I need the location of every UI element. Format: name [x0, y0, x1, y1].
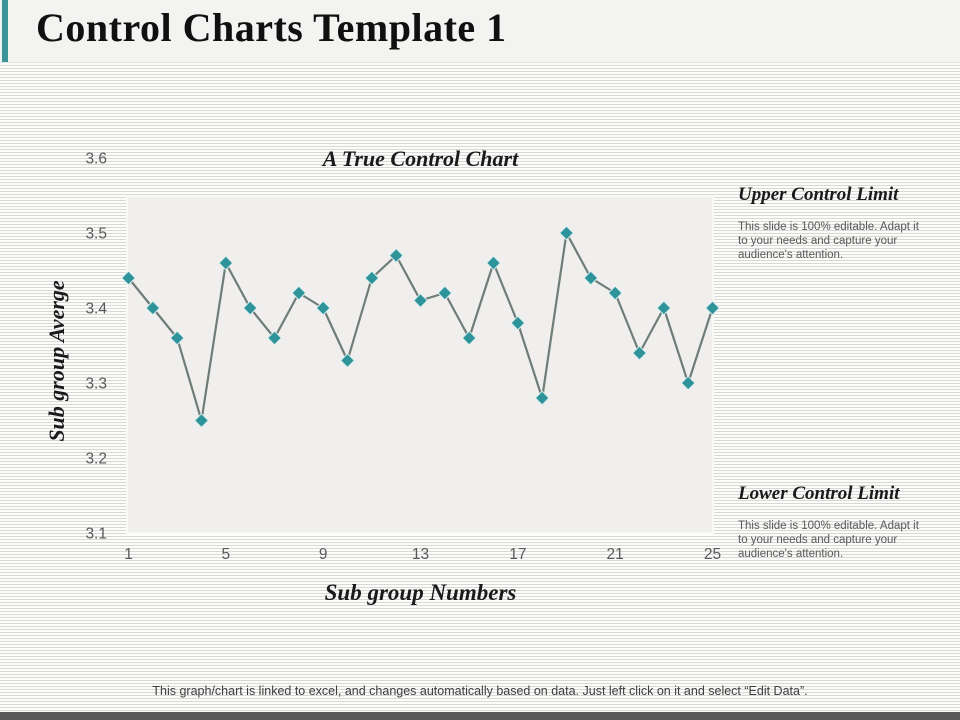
x-tick-label: 17: [509, 546, 526, 563]
data-point-marker: [291, 285, 307, 301]
y-tick-label: 3.1: [85, 526, 107, 543]
data-point-marker: [145, 300, 161, 316]
data-point-marker: [510, 315, 526, 331]
data-point-marker: [364, 270, 380, 286]
chart-title: A True Control Chart: [322, 146, 519, 171]
data-point-marker: [315, 300, 331, 316]
lower-control-limit-body: This slide is 100% editable. Adapt it to…: [738, 520, 919, 560]
x-tick-label: 9: [319, 546, 328, 563]
data-point-marker: [388, 247, 404, 264]
header-band: Control Charts Template 1: [0, 0, 960, 63]
data-point-marker: [558, 225, 575, 241]
data-point-marker: [607, 285, 623, 301]
y-tick-label: 3.4: [85, 301, 107, 318]
accent-bar: [2, 0, 8, 62]
y-tick-label: 3.6: [85, 151, 107, 168]
data-point-marker: [242, 300, 258, 316]
chart-plot-area: [126, 195, 714, 534]
lower-control-limit-heading: Lower Control Limit: [738, 483, 900, 504]
data-point-marker: [266, 330, 283, 346]
x-tick-label: 21: [607, 546, 624, 563]
y-tick-label: 3.2: [85, 451, 107, 468]
data-point-marker: [461, 330, 477, 346]
data-point-marker: [631, 345, 648, 361]
data-point-marker: [534, 390, 550, 406]
data-point-marker: [120, 270, 137, 286]
x-tick-label: 5: [222, 546, 231, 563]
x-axis-title: Sub group Numbers: [324, 580, 517, 605]
upper-control-limit-block: Upper Control Limit This slide is 100% e…: [738, 184, 938, 262]
footer-note: This graph/chart is linked to excel, and…: [152, 684, 808, 698]
data-point-marker: [169, 330, 185, 346]
upper-control-limit-heading: Upper Control Limit: [738, 184, 899, 205]
data-point-marker: [704, 300, 721, 316]
data-point-marker: [437, 285, 453, 301]
data-point-marker: [656, 300, 672, 316]
bottom-bar: [0, 712, 960, 720]
y-axis-title: Sub group Averge: [44, 280, 69, 442]
upper-control-limit-body: This slide is 100% editable. Adapt it to…: [738, 221, 919, 261]
data-point-marker: [583, 270, 599, 286]
x-tick-label: 13: [412, 546, 429, 563]
y-tick-label: 3.5: [85, 226, 107, 243]
data-point-marker: [339, 352, 356, 369]
data-point-marker: [218, 255, 234, 271]
data-point-marker: [412, 292, 429, 309]
x-tick-label: 1: [124, 546, 133, 563]
data-point-marker: [193, 412, 210, 429]
lower-control-limit-block: Lower Control Limit This slide is 100% e…: [738, 483, 938, 561]
page-title: Control Charts Template 1: [36, 5, 507, 50]
data-point-marker: [485, 255, 502, 271]
data-point-marker: [680, 375, 696, 391]
y-tick-label: 3.3: [85, 376, 107, 393]
x-tick-label: 25: [704, 546, 721, 563]
